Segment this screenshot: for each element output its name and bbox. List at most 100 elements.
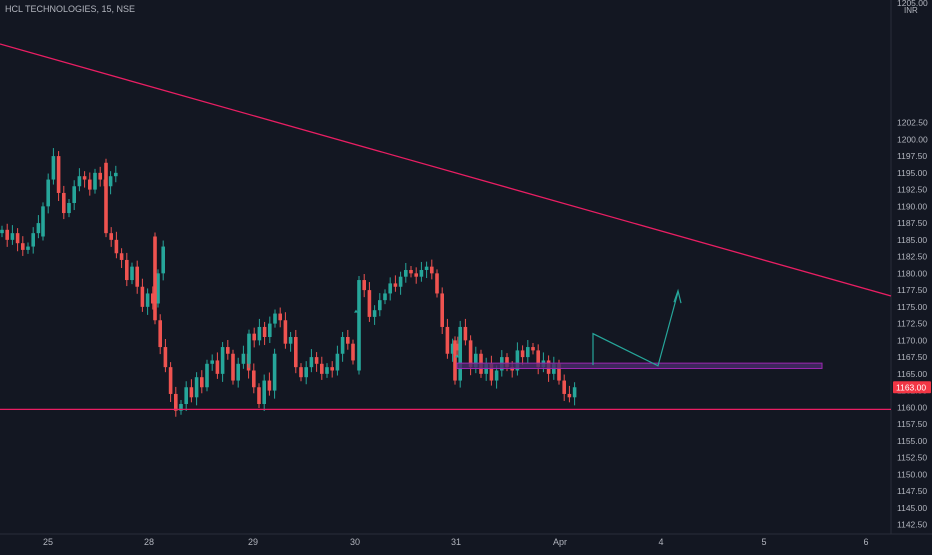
candle-body bbox=[572, 387, 577, 398]
y-tick-label: 1182.50 bbox=[897, 252, 927, 262]
candle-body bbox=[424, 266, 429, 270]
candle-body bbox=[119, 253, 124, 260]
candle-body bbox=[294, 337, 298, 368]
y-tick-label: 1170.00 bbox=[897, 335, 927, 345]
candle-body bbox=[378, 300, 382, 311]
y-tick-label: 1142.50 bbox=[897, 520, 927, 530]
y-tick-label: 1150.00 bbox=[897, 469, 927, 479]
candle-body bbox=[453, 340, 457, 381]
candle-body bbox=[51, 156, 56, 180]
x-tick-label: 25 bbox=[43, 537, 53, 547]
candle-body bbox=[200, 377, 204, 388]
last-price-label: 1163.00 bbox=[896, 382, 926, 392]
candle-body bbox=[362, 280, 366, 291]
candle-body bbox=[536, 350, 540, 368]
candle-body bbox=[104, 162, 108, 234]
candle-body bbox=[88, 179, 92, 190]
candle-body bbox=[114, 172, 118, 177]
y-top-label: 1205.00 bbox=[897, 0, 928, 8]
chart-title: HCL TECHNOLOGIES, 15, NSE bbox=[5, 4, 136, 14]
candle-body bbox=[288, 337, 293, 344]
y-tick-label: 1197.50 bbox=[897, 151, 927, 161]
candle-body bbox=[515, 350, 520, 371]
candle-body bbox=[562, 380, 566, 394]
candle-body bbox=[463, 326, 468, 341]
candle-body bbox=[330, 367, 334, 371]
candle-body bbox=[557, 363, 561, 381]
candle-body bbox=[299, 367, 303, 378]
candle-body bbox=[325, 367, 329, 374]
y-tick-label: 1180.00 bbox=[897, 268, 927, 278]
candle-body bbox=[205, 363, 209, 388]
candle-body bbox=[262, 380, 266, 404]
candle-body bbox=[351, 343, 355, 361]
x-tick-label: 6 bbox=[863, 537, 868, 547]
candle-body bbox=[93, 172, 97, 190]
x-tick-label: 29 bbox=[248, 537, 258, 547]
y-tick-label: 1200.00 bbox=[897, 134, 928, 144]
candle-body bbox=[241, 353, 246, 364]
candle-body bbox=[383, 293, 387, 301]
candle-body bbox=[456, 343, 460, 351]
candle-body bbox=[404, 270, 408, 277]
candle-body bbox=[174, 393, 178, 411]
candle-body bbox=[130, 266, 134, 281]
candle-body bbox=[435, 273, 439, 294]
candle-body bbox=[158, 320, 162, 348]
candle-body bbox=[145, 293, 150, 307]
descending-trendline[interactable] bbox=[0, 43, 892, 297]
y-tick-label: 1167.50 bbox=[897, 352, 927, 362]
x-tick-label: 31 bbox=[451, 537, 461, 547]
candle-body bbox=[226, 347, 230, 354]
y-tick-label: 1152.50 bbox=[897, 453, 927, 463]
candle-body bbox=[309, 357, 314, 368]
y-tick-label: 1202.50 bbox=[897, 118, 928, 128]
candle-body bbox=[231, 353, 235, 381]
candle-body bbox=[67, 203, 71, 214]
candle-body bbox=[458, 326, 462, 381]
y-tick-label: 1195.00 bbox=[897, 168, 927, 178]
candle-body bbox=[140, 286, 145, 307]
candle-body bbox=[163, 347, 168, 368]
y-tick-label: 1187.50 bbox=[897, 218, 927, 228]
candle-body bbox=[273, 313, 277, 324]
last-price-tag bbox=[893, 381, 931, 394]
candle-body bbox=[98, 172, 102, 180]
candle-body bbox=[340, 337, 345, 354]
candle-body bbox=[520, 350, 525, 358]
candle-body bbox=[168, 367, 173, 394]
currency-label: INR bbox=[904, 6, 918, 15]
candle-body bbox=[26, 246, 30, 250]
y-tick-label: 1145.00 bbox=[897, 503, 927, 513]
candle-body bbox=[210, 360, 214, 364]
x-tick-label: Apr bbox=[553, 537, 567, 547]
signal-marker bbox=[354, 309, 358, 313]
candle-body bbox=[474, 353, 478, 368]
candle-body bbox=[161, 246, 165, 274]
y-tick-label: 1147.50 bbox=[897, 486, 927, 496]
candle-body bbox=[215, 360, 220, 374]
y-tick-label: 1185.00 bbox=[897, 235, 927, 245]
candle-body bbox=[5, 229, 9, 240]
candle-body bbox=[77, 176, 82, 187]
candle-body bbox=[468, 340, 473, 368]
candle-body bbox=[445, 326, 450, 354]
candle-body bbox=[335, 353, 340, 371]
candle-body bbox=[21, 243, 25, 250]
candle-body bbox=[179, 404, 183, 411]
candle-body bbox=[236, 363, 240, 381]
candle-body bbox=[46, 179, 50, 207]
candle-body bbox=[278, 313, 282, 321]
candle-body bbox=[247, 333, 251, 364]
y-tick-label: 1172.50 bbox=[897, 319, 927, 329]
candle-body bbox=[72, 186, 76, 203]
candle-body bbox=[184, 387, 188, 404]
x-tick-label: 28 bbox=[144, 537, 154, 547]
candle-body bbox=[372, 310, 377, 317]
demand-zone[interactable] bbox=[456, 362, 823, 369]
projection-path[interactable] bbox=[592, 291, 679, 367]
signal-marker bbox=[455, 354, 459, 358]
candle-body bbox=[450, 343, 455, 354]
